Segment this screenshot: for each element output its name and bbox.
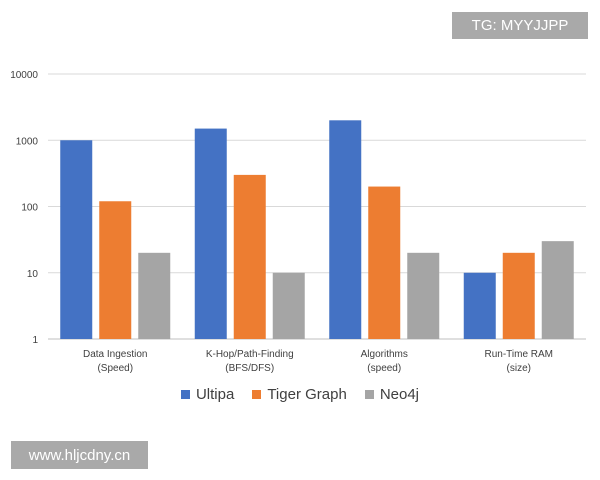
y-tick-label: 10000	[10, 70, 38, 81]
legend-label: Tiger Graph	[267, 386, 347, 403]
bar-tiger-graph	[99, 201, 132, 339]
bar-ultipa	[329, 120, 362, 339]
x-tick-label: Data Ingestion	[83, 349, 148, 360]
y-tick-label: 100	[21, 203, 38, 214]
bar-tiger-graph	[502, 252, 535, 339]
y-tick-label: 1000	[16, 136, 39, 147]
x-tick-label: (size)	[507, 363, 531, 374]
x-tick-label: Run-Time RAM	[484, 349, 553, 360]
x-tick-label: K-Hop/Path-Finding	[206, 349, 294, 360]
bar-tiger-graph	[368, 186, 401, 339]
bar-ultipa	[60, 140, 93, 339]
legend-label: Neo4j	[379, 386, 420, 403]
x-tick-label: (Speed)	[97, 363, 133, 374]
bars	[60, 120, 574, 339]
legend-swatch	[364, 390, 374, 399]
legend-item: Tiger Graph	[252, 386, 347, 403]
legend-swatch	[180, 390, 190, 399]
bar-tiger-graph	[233, 174, 266, 339]
bar-ultipa	[463, 272, 496, 339]
legend-item: Neo4j	[364, 386, 420, 403]
legend-label: Ultipa	[195, 386, 235, 403]
watermark-bottom: www.hljcdny.cn	[11, 441, 148, 469]
legend: Ultipa Tiger Graph Neo4j	[0, 386, 600, 403]
legend-swatch	[252, 390, 262, 399]
y-tick-label: 10	[27, 269, 39, 280]
y-tick-label: 1	[32, 335, 38, 346]
x-axis-ticks: Data Ingestion (Speed) K-Hop/Path-Finding (…	[83, 349, 553, 374]
gridlines	[48, 73, 586, 340]
bar-neo4j	[541, 241, 574, 339]
bar-neo4j	[407, 252, 440, 339]
x-tick-label: (speed)	[367, 363, 401, 374]
x-tick-label: (BFS/DFS)	[225, 363, 274, 374]
y-axis-ticks: 1 10 100 1000 10000	[10, 70, 38, 346]
bar-neo4j	[272, 272, 305, 339]
watermark-top: TG: MYYJJPP	[452, 12, 588, 39]
bar-ultipa	[194, 128, 227, 339]
legend-item: Ultipa	[180, 386, 235, 403]
bar-neo4j	[138, 252, 171, 339]
x-tick-label: Algorithms	[361, 349, 408, 360]
